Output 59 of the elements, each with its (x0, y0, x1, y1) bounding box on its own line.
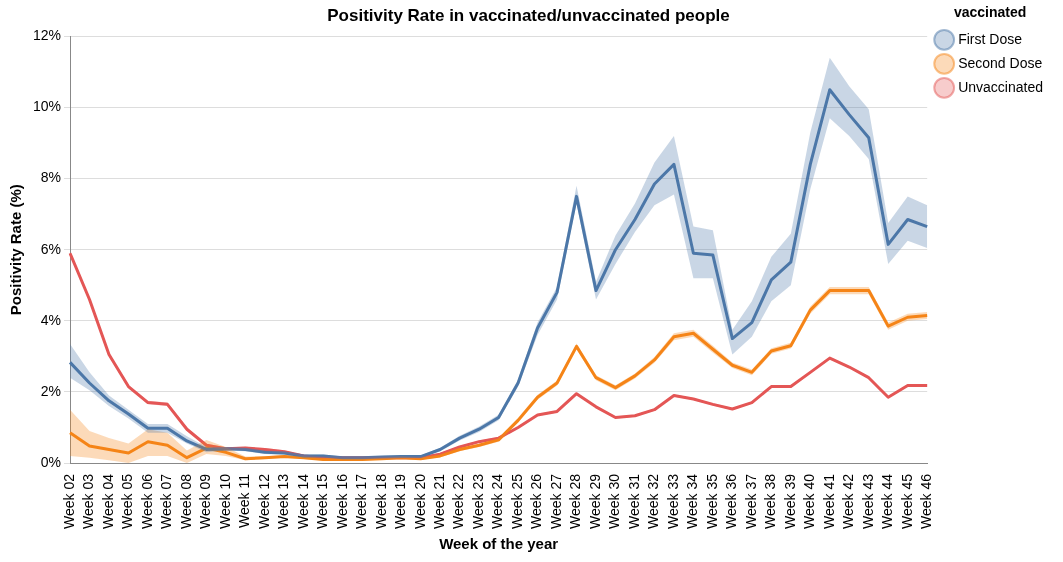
x-tick-label: Week 12 (255, 473, 272, 529)
x-tick-label: Week 04 (99, 473, 116, 529)
x-tick-label: Week 17 (353, 473, 370, 529)
x-tick-label: Week 45 (898, 473, 915, 529)
y-tick-label: 2% (40, 382, 62, 399)
x-tick-label: Week 03 (80, 473, 97, 529)
x-tick-label: Week 20 (411, 473, 428, 529)
x-tick-label: Week 06 (138, 473, 155, 529)
x-tick-label: Week 16 (333, 473, 350, 529)
x-tick-label: Week 30 (606, 473, 623, 529)
legend-title: vaccinated (953, 3, 1027, 20)
x-tick-label: Week 28 (567, 473, 584, 529)
x-tick-label: Week 18 (372, 473, 389, 529)
chart-title: Positivity Rate in vaccinated/unvaccinated people (327, 5, 730, 25)
x-tick-label: Week 19 (392, 473, 409, 529)
y-tick-label: 8% (40, 169, 62, 186)
x-tick-label: Week 25 (508, 473, 525, 529)
legend-label: Unvaccinated (958, 78, 1043, 95)
legend-label: Second Dose (958, 54, 1043, 71)
x-tick-label: Week 26 (528, 473, 545, 529)
y-tick-label: 6% (40, 240, 62, 257)
x-tick-label: Week 38 (762, 473, 779, 529)
x-tick-label: Week 44 (879, 473, 896, 529)
x-tick-label: Week 40 (801, 473, 818, 529)
x-axis-title: Week of the year (439, 535, 559, 553)
x-tick-label: Week 43 (859, 473, 876, 529)
x-tick-label: Week 21 (431, 473, 448, 529)
y-axis-title: Positivity Rate (%) (7, 184, 25, 316)
x-tick-label: Week 33 (664, 473, 681, 529)
x-tick-label: Week 36 (723, 473, 740, 529)
x-tick-label: Week 35 (703, 473, 720, 529)
x-tick-label: Week 29 (586, 473, 603, 529)
x-tick-label: Week 14 (294, 473, 311, 529)
x-tick-label: Week 24 (489, 473, 506, 529)
x-tick-label: Week 23 (469, 473, 486, 529)
x-tick-label: Week 27 (547, 473, 564, 529)
x-tick-label: Week 02 (60, 473, 77, 529)
x-tick-label: Week 07 (158, 473, 175, 529)
x-tick-label: Week 31 (625, 473, 642, 529)
x-tick-label: Week 08 (177, 473, 194, 529)
x-tick-label: Week 41 (820, 473, 837, 529)
y-tick-label: 4% (40, 311, 62, 328)
x-tick-label: Week 32 (645, 473, 662, 529)
y-tick-label: 12% (32, 27, 62, 44)
legend-label: First Dose (958, 30, 1023, 47)
x-tick-label: Week 09 (197, 473, 214, 529)
y-tick-label: 10% (32, 98, 62, 115)
x-tick-label: Week 46 (918, 473, 935, 529)
x-tick-label: Week 15 (314, 473, 331, 529)
y-tick-label: 0% (40, 453, 62, 470)
x-tick-label: Week 34 (684, 473, 701, 529)
x-tick-label: Week 37 (742, 473, 759, 529)
x-tick-label: Week 42 (840, 473, 857, 529)
x-tick-label: Week 10 (216, 473, 233, 529)
x-tick-label: Week 11 (236, 473, 253, 528)
x-tick-label: Week 22 (450, 473, 467, 529)
x-tick-label: Week 39 (781, 473, 798, 529)
x-tick-label: Week 13 (275, 473, 292, 529)
x-tick-label: Week 05 (119, 473, 136, 529)
